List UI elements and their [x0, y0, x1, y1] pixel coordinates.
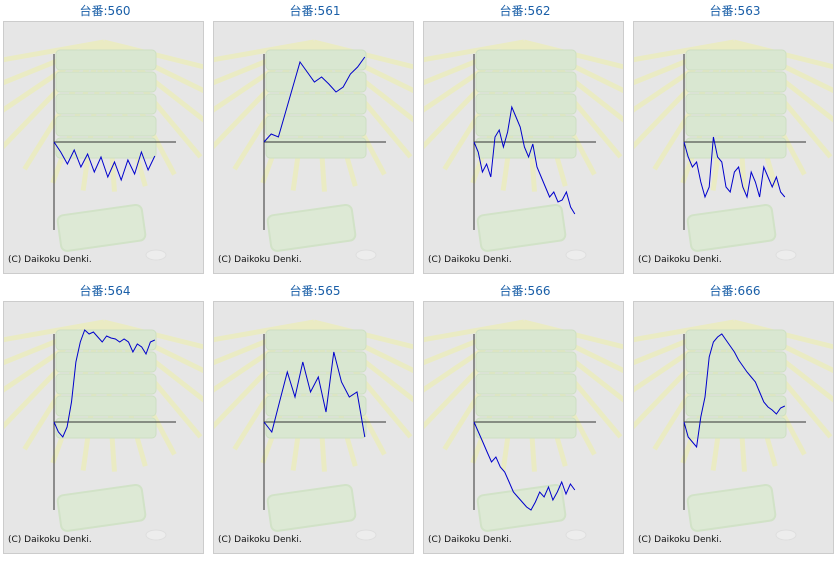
chart-panel: 台番:666 (C) Daikoku Denki.: [630, 280, 840, 560]
chart-svg: [424, 319, 623, 541]
backdrop-illustration: [424, 319, 623, 541]
chart-title: 台番:563: [709, 4, 761, 18]
copyright-credit: (C) Daikoku Denki.: [428, 535, 512, 545]
chart-frame: (C) Daikoku Denki.: [423, 301, 624, 554]
backdrop-illustration: [634, 39, 833, 261]
chart-panel: 台番:563 (C) Daikoku Denki.: [630, 0, 840, 280]
chart-panel: 台番:565 (C) Daikoku Denki.: [210, 280, 420, 560]
backdrop-illustration: [214, 39, 413, 261]
chart-panel: 台番:562 (C) Daikoku Denki.: [420, 0, 630, 280]
chart-title: 台番:561: [289, 4, 341, 18]
copyright-credit: (C) Daikoku Denki.: [428, 255, 512, 265]
chart-svg: [4, 39, 203, 261]
series-line: [683, 333, 786, 449]
chart-panel: 台番:561 (C) Daikoku Denki.: [210, 0, 420, 280]
chart-frame: (C) Daikoku Denki.: [213, 21, 414, 274]
series-line: [263, 351, 366, 438]
chart-frame: (C) Daikoku Denki.: [213, 301, 414, 554]
series-line: [263, 56, 366, 143]
chart-title: 台番:566: [499, 284, 551, 298]
copyright-credit: (C) Daikoku Denki.: [218, 535, 302, 545]
chart-frame: (C) Daikoku Denki.: [633, 21, 834, 274]
chart-panel: 台番:564 (C) Daikoku Denki.: [0, 280, 210, 560]
chart-svg: [634, 319, 833, 541]
chart-panel: 台番:560 (C) Daikoku Denki.: [0, 0, 210, 280]
copyright-credit: (C) Daikoku Denki.: [8, 255, 92, 265]
chart-frame: (C) Daikoku Denki.: [3, 301, 204, 554]
backdrop-illustration: [424, 39, 623, 261]
copyright-credit: (C) Daikoku Denki.: [218, 255, 302, 265]
series-line: [473, 105, 576, 215]
chart-svg: [4, 319, 203, 541]
copyright-credit: (C) Daikoku Denki.: [8, 535, 92, 545]
chart-panel: 台番:566 (C) Daikoku Denki.: [420, 280, 630, 560]
series-line: [53, 141, 156, 182]
chart-title: 台番:565: [289, 284, 341, 298]
chart-svg: [634, 39, 833, 261]
series-line: [53, 329, 156, 438]
chart-frame: (C) Daikoku Denki.: [3, 21, 204, 274]
backdrop-illustration: [4, 39, 203, 261]
chart-svg: [214, 39, 413, 261]
copyright-credit: (C) Daikoku Denki.: [638, 255, 722, 265]
chart-svg: [424, 39, 623, 261]
chart-title: 台番:564: [79, 284, 131, 298]
backdrop-illustration: [214, 319, 413, 541]
chart-frame: (C) Daikoku Denki.: [633, 301, 834, 554]
chart-svg: [214, 319, 413, 541]
chart-title: 台番:666: [709, 284, 761, 298]
backdrop-illustration: [634, 319, 833, 541]
series-line: [473, 421, 576, 511]
series-line: [683, 136, 786, 199]
chart-frame: (C) Daikoku Denki.: [423, 21, 624, 274]
backdrop-illustration: [4, 319, 203, 541]
chart-title: 台番:562: [499, 4, 551, 18]
chart-title: 台番:560: [79, 4, 131, 18]
copyright-credit: (C) Daikoku Denki.: [638, 535, 722, 545]
